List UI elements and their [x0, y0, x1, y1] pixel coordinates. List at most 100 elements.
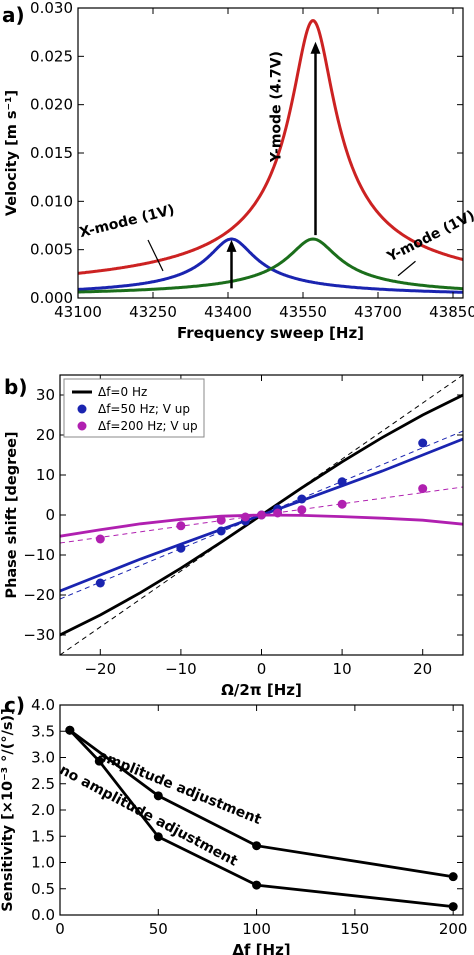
data-point: [448, 872, 458, 882]
data-layer: [78, 19, 463, 294]
panel-label: a): [2, 3, 25, 27]
annotation: Y-mode (4.7V): [269, 51, 285, 163]
x-tick-label: 0: [55, 920, 65, 938]
data-point: [216, 526, 226, 536]
x-axis-label: Ω/2π [Hz]: [221, 681, 302, 699]
data-point: [297, 494, 307, 504]
plot-frame: [59, 374, 464, 656]
x-tick-label: 43850: [429, 303, 474, 321]
x-tick-label: 200: [439, 920, 468, 938]
x-tick-label: 43250: [129, 303, 177, 321]
data-point: [216, 515, 226, 525]
x-tick-label: 10: [333, 660, 352, 678]
y-tick-label: −10: [23, 546, 55, 564]
data-point: [252, 880, 262, 890]
y-tick-label: 0: [45, 506, 55, 524]
data-point: [418, 484, 428, 494]
legend-swatch: [77, 404, 87, 414]
series-line-2: [78, 237, 463, 294]
data-point: [448, 902, 458, 912]
x-tick-label: 0: [257, 660, 267, 678]
legend-box: [63, 378, 205, 438]
x-tick-label: 150: [341, 920, 370, 938]
series-line-1: [68, 729, 454, 908]
x-tick-label: 100: [242, 920, 271, 938]
data-point: [153, 832, 163, 842]
y-tick-label: 3.5: [31, 722, 55, 740]
data-point: [337, 477, 347, 487]
x-axis-label: Frequency sweep [Hz]: [177, 324, 364, 342]
legend-label: Δf=50 Hz; V up: [98, 402, 190, 416]
x-tick-label: 43700: [354, 303, 402, 321]
series-line-0: [78, 19, 463, 275]
leader-line: [147, 239, 164, 272]
y-tick-label: 0.0: [31, 906, 55, 924]
x-tick-label: 20: [413, 660, 432, 678]
y-tick-label: −30: [23, 626, 55, 644]
legend-label: Δf=0 Hz: [98, 385, 147, 399]
y-tick-label: 0.5: [31, 880, 55, 898]
x-tick-label: −10: [165, 660, 197, 678]
y-tick-label: 20: [36, 426, 55, 444]
panel-a: a) 43100 43250 43400 43550 43700 43850 0.000 0.0…: [2, 0, 474, 342]
data-point: [176, 521, 186, 531]
y-tick-label: 2.0: [31, 801, 55, 819]
plot-frame: [59, 704, 464, 916]
y-tick-label: −20: [23, 586, 55, 604]
y-tick-label: 0.025: [30, 47, 73, 65]
y-tick-label: 10: [36, 466, 55, 484]
series-line-0: [68, 729, 454, 879]
data-point: [176, 543, 186, 553]
fit-dashed-line: [60, 486, 463, 544]
y-tick-label: 30: [36, 386, 55, 404]
data-point: [240, 512, 250, 522]
data-layer: [65, 725, 458, 912]
data-point: [252, 841, 262, 851]
x-tick-label: 43400: [204, 303, 252, 321]
x-tick-label: −20: [84, 660, 116, 678]
y-axis-label: Sensitivity [×10⁻³ °/(°/s)]: [0, 708, 16, 912]
y-tick-label: 0.005: [30, 241, 73, 259]
y-tick-label: 1.0: [31, 854, 55, 872]
x-axis-label: Δf [Hz]: [232, 941, 290, 955]
x-tick-label: 50: [149, 920, 168, 938]
panel-label: b): [4, 375, 27, 399]
panel-b: b) −20 −10 0 10 20 −30 −20 −10 0 10 20 30 Ω/2π [Hz] Ph…: [4, 374, 464, 699]
data-point: [153, 791, 163, 801]
y-tick-label: 0.030: [30, 0, 73, 17]
y-tick-label: 0.015: [30, 144, 73, 162]
y-axis-label: Velocity [m s⁻¹]: [4, 90, 20, 216]
plot-frame: [77, 7, 464, 299]
y-tick-label: 4.0: [31, 696, 55, 714]
data-layer: [60, 375, 463, 655]
y-axis-label: Phase shift [degree]: [4, 431, 20, 598]
legend-label: Δf=200 Hz; V up: [98, 419, 198, 433]
data-point: [65, 725, 75, 735]
panel-label: c): [4, 693, 25, 717]
y-tick-label: 3.0: [31, 749, 55, 767]
leader-line: [397, 260, 416, 277]
y-tick-label: 0.010: [30, 192, 73, 210]
panel-c: c) 0 50 100 150 200 0.0 0.5 1.0 1.5 2.0 2.5 3.0 3.5 4.…: [0, 693, 467, 955]
data-point: [94, 756, 104, 766]
annotation: X-mode (1V): [78, 202, 176, 241]
y-tick-label: 0.020: [30, 96, 73, 114]
y-tick-label: 0.000: [30, 289, 73, 307]
data-point: [297, 505, 307, 515]
legend-swatch: [77, 421, 87, 431]
data-point: [273, 508, 283, 518]
legend: Δf=0 Hz Δf=50 Hz; V up Δf=200 Hz; V up: [63, 378, 205, 438]
arrow-head: [310, 41, 321, 54]
data-point: [337, 499, 347, 509]
annotation: Y-mode (1V): [384, 208, 474, 266]
data-point: [95, 534, 105, 544]
x-tick-label: 43550: [279, 303, 327, 321]
y-tick-label: 2.5: [31, 775, 55, 793]
data-point: [418, 438, 428, 448]
x-tick-label: 43100: [54, 303, 102, 321]
y-tick-label: 1.5: [31, 827, 55, 845]
data-point: [95, 578, 105, 588]
arrow-head: [226, 239, 237, 252]
data-point: [257, 510, 266, 520]
